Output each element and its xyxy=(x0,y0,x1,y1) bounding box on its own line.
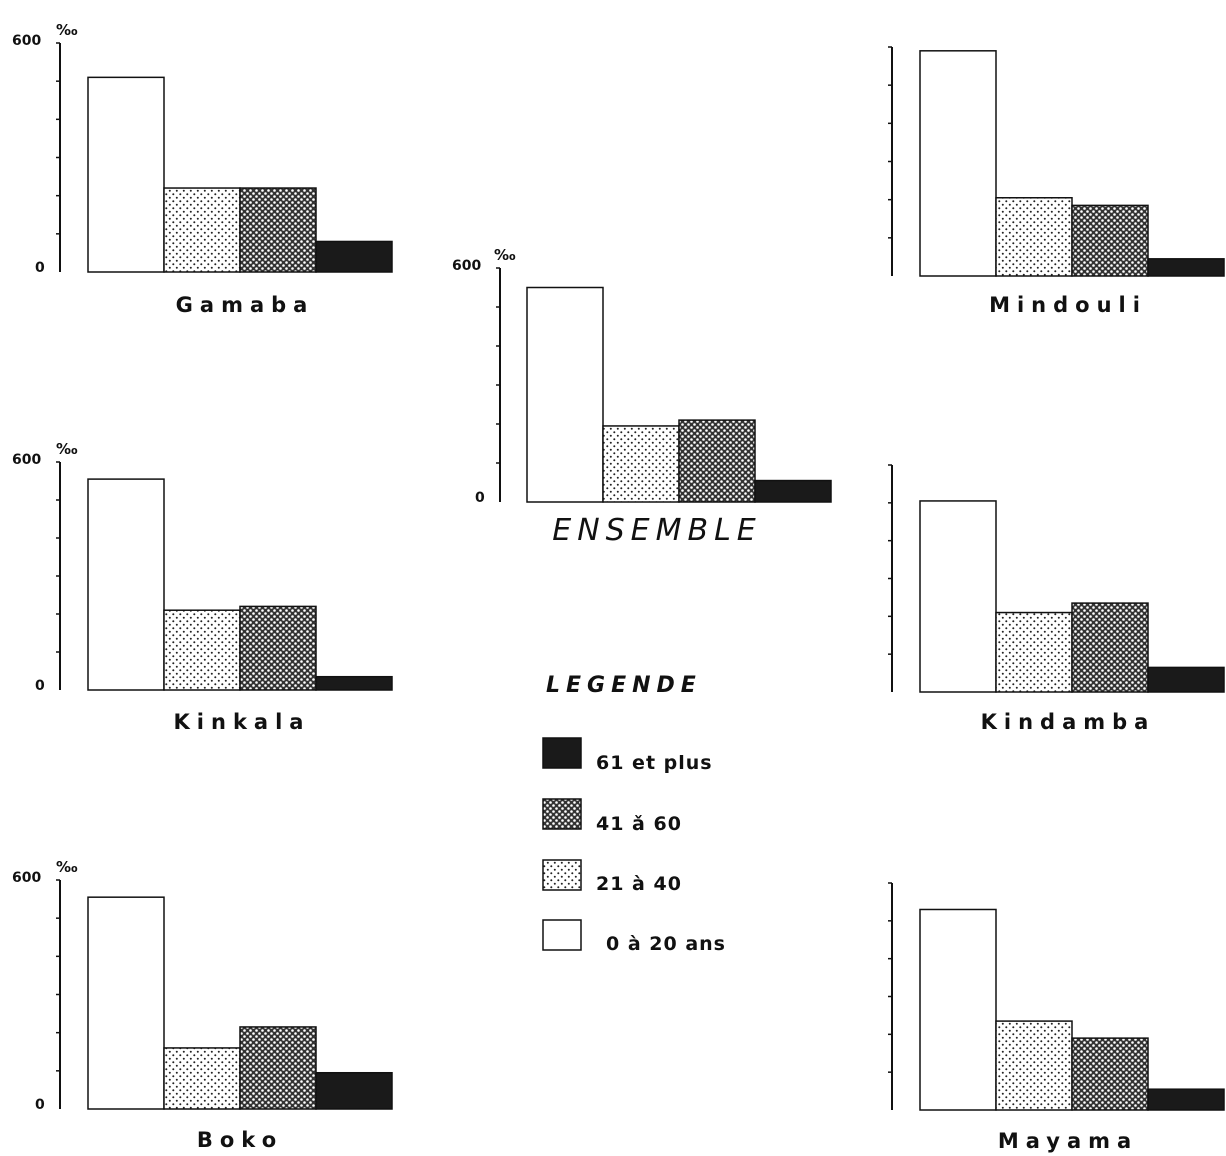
legend-swatch-light xyxy=(542,859,582,891)
bar-61-plus xyxy=(315,1071,393,1110)
y-tick-label: 600 xyxy=(12,452,41,468)
y-tick-label: 600 xyxy=(12,870,41,886)
bar-0-20 xyxy=(526,286,604,503)
bar-0-20 xyxy=(919,908,997,1111)
bar-21-40 xyxy=(995,611,1073,693)
y-unit-label: ‰ xyxy=(56,858,78,876)
legend-item-0-20: 0 à 20 ans xyxy=(542,919,726,955)
y-tick-label: 0 xyxy=(35,260,45,276)
chart-title: Kindamba xyxy=(981,710,1156,734)
chart-boko: 600 0 ‰ Boko xyxy=(12,858,393,1152)
bar-41-60 xyxy=(239,1026,317,1110)
charts-layer: 600 0 ‰ Gamaba Mindouli 600 0 ‰ ENSEMBLE 600 0 ‰ Kin… xyxy=(12,21,1225,1153)
legend-label: 21 à 40 xyxy=(596,873,682,895)
chart-title: ENSEMBLE xyxy=(552,513,762,548)
legend-swatch-empty xyxy=(542,919,582,951)
legend: LEGENDE 61 et plus 41 ǎ 60 21 à 40 0 à 2… xyxy=(542,673,726,955)
y-tick-label: 0 xyxy=(35,678,45,694)
y-unit-label: ‰ xyxy=(56,440,78,458)
chart-mayama: Mayama xyxy=(888,882,1225,1153)
bar-41-60 xyxy=(678,419,756,503)
chart-title: Mayama xyxy=(998,1129,1138,1153)
bar-61-plus xyxy=(1147,666,1225,693)
chart-title: Boko xyxy=(197,1128,283,1152)
bar-61-plus xyxy=(754,479,832,503)
chart-title: Kinkala xyxy=(174,710,311,734)
chart-gamaba: 600 0 ‰ Gamaba xyxy=(12,21,393,317)
bar-61-plus xyxy=(315,240,393,273)
bar-61-plus xyxy=(315,675,393,691)
bar-21-40 xyxy=(602,425,680,503)
y-unit-label: ‰ xyxy=(56,21,78,39)
bar-21-40 xyxy=(995,197,1073,277)
bar-41-60 xyxy=(239,605,317,691)
y-tick-label: 600 xyxy=(12,33,41,49)
bar-41-60 xyxy=(239,187,317,273)
chart-kinkala: 600 0 ‰ Kinkala xyxy=(12,440,393,734)
y-unit-label: ‰ xyxy=(494,246,516,264)
legend-swatch-dense xyxy=(542,798,582,830)
legend-item-21-40: 21 à 40 xyxy=(542,859,682,895)
bar-0-20 xyxy=(87,76,165,273)
y-tick-label: 600 xyxy=(452,258,481,274)
bar-21-40 xyxy=(163,1047,241,1110)
legend-label: 0 à 20 ans xyxy=(606,933,726,955)
bar-0-20 xyxy=(919,500,997,693)
legend-swatch-solid xyxy=(542,737,582,769)
legend-item-41-60: 41 ǎ 60 xyxy=(542,798,682,835)
bar-41-60 xyxy=(1071,1037,1149,1111)
bar-41-60 xyxy=(1071,602,1149,693)
chart-kindamba: Kindamba xyxy=(888,464,1225,734)
bar-61-plus xyxy=(1147,258,1225,277)
legend-label: 61 et plus xyxy=(596,752,713,774)
bar-21-40 xyxy=(163,609,241,691)
legend-item-61-plus: 61 et plus xyxy=(542,737,713,774)
y-tick-label: 0 xyxy=(475,490,485,506)
chart-ensemble: 600 0 ‰ ENSEMBLE xyxy=(452,246,832,548)
bar-21-40 xyxy=(995,1020,1073,1111)
bar-21-40 xyxy=(163,187,241,273)
legend-label: 41 ǎ 60 xyxy=(596,813,682,835)
bar-61-plus xyxy=(1147,1088,1225,1111)
chart-title: Mindouli xyxy=(989,293,1147,317)
bar-0-20 xyxy=(87,478,165,691)
legend-title: LEGENDE xyxy=(546,673,702,698)
bar-41-60 xyxy=(1071,204,1149,277)
bar-0-20 xyxy=(919,50,997,277)
chart-mindouli: Mindouli xyxy=(888,46,1225,317)
bar-0-20 xyxy=(87,896,165,1110)
chart-title: Gamaba xyxy=(176,293,315,317)
y-tick-label: 0 xyxy=(35,1097,45,1113)
